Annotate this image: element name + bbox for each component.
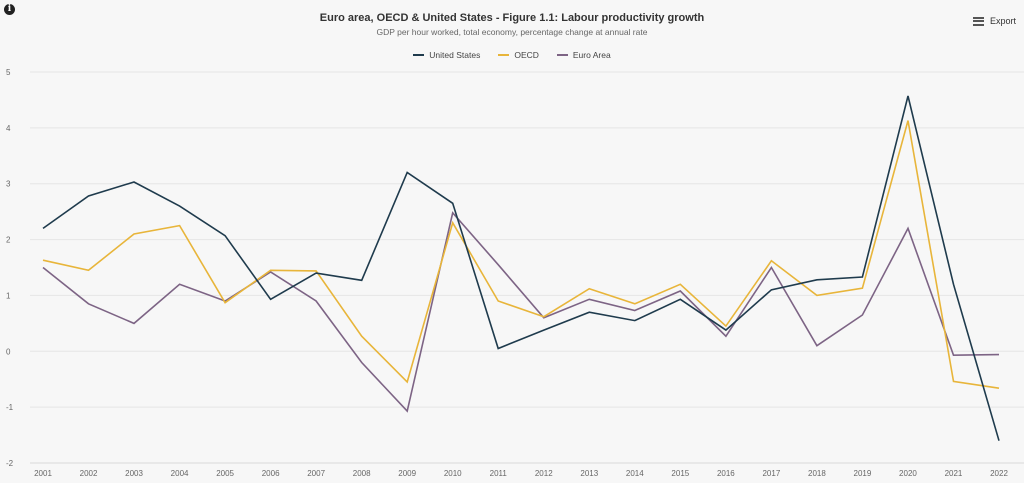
series-lines [42, 95, 1000, 441]
legend-label: OECD [514, 50, 539, 60]
y-tick-label: -2 [6, 459, 14, 468]
x-tick-label: 2011 [490, 469, 508, 478]
x-tick-label: 2021 [945, 469, 963, 478]
legend-item-united-states[interactable]: United States [413, 50, 480, 60]
x-tick-label: 2012 [535, 469, 553, 478]
y-tick-label: 2 [6, 236, 11, 245]
x-axis: 2001 2002 2003 2004 2005 2006 2007 2008 2009 2010… [34, 469, 1008, 478]
hamburger-menu-icon [972, 16, 984, 26]
legend-swatch [498, 54, 510, 56]
x-tick-label: 2016 [717, 469, 735, 478]
series-line-oecd[interactable] [42, 120, 1000, 389]
x-tick-label: 2022 [990, 469, 1008, 478]
y-tick-label: 1 [6, 291, 11, 300]
series-line-euro-area[interactable] [42, 211, 1000, 413]
y-axis: 5 4 3 2 1 0 -1 -2 [6, 68, 14, 468]
x-tick-label: 2008 [353, 469, 371, 478]
y-tick-label: 4 [6, 124, 11, 133]
gridlines [30, 71, 1024, 464]
x-tick-label: 2015 [671, 469, 689, 478]
y-tick-label: -1 [6, 403, 14, 412]
x-tick-label: 2017 [762, 469, 780, 478]
legend-swatch [413, 54, 425, 56]
y-tick-label: 3 [6, 180, 11, 189]
legend-label: Euro Area [572, 50, 611, 60]
x-tick-label: 2013 [580, 469, 598, 478]
x-tick-label: 2001 [34, 469, 52, 478]
legend-item-oecd[interactable]: OECD [498, 50, 539, 60]
x-tick-label: 2014 [626, 469, 644, 478]
x-tick-label: 2007 [307, 469, 325, 478]
export-label: Export [989, 16, 1016, 26]
x-tick-label: 2003 [125, 469, 143, 478]
export-button[interactable]: Export [969, 14, 1020, 28]
x-tick-label: 2005 [216, 469, 234, 478]
x-tick-label: 2004 [171, 469, 189, 478]
chart-subtitle: GDP per hour worked, total economy, perc… [376, 27, 648, 37]
x-tick-label: 2020 [899, 469, 917, 478]
legend-swatch [556, 54, 568, 56]
legend-item-euro-area[interactable]: Euro Area [556, 50, 611, 60]
x-tick-label: 2009 [398, 469, 416, 478]
x-tick-label: 2018 [808, 469, 826, 478]
x-tick-label: 2002 [80, 469, 98, 478]
legend-label: United States [429, 50, 481, 60]
x-tick-label: 2010 [444, 469, 462, 478]
legend: United States OECD Euro Area [0, 50, 1024, 60]
y-tick-label: 5 [6, 68, 11, 77]
y-tick-label: 0 [6, 347, 11, 356]
chart-title: Euro area, OECD & United States - Figure… [319, 12, 705, 24]
x-tick-label: 2019 [854, 469, 872, 478]
info-icon[interactable]: i [4, 4, 15, 15]
series-line-united-states[interactable] [42, 95, 1000, 441]
x-tick-label: 2006 [262, 469, 280, 478]
